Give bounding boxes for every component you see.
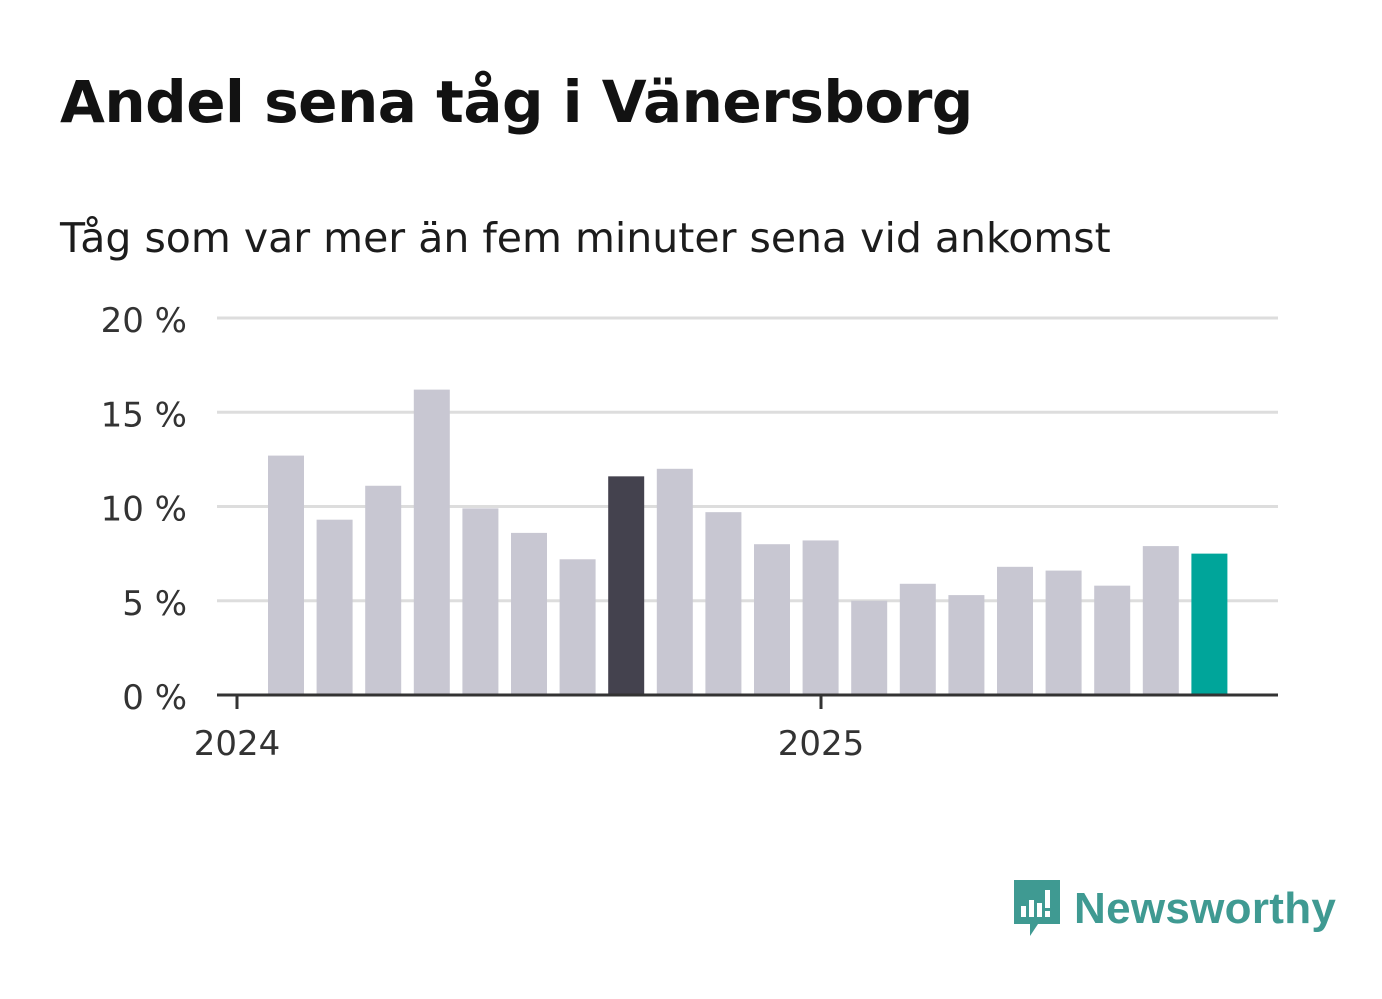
bar-2025-08	[1191, 553, 1228, 695]
brand-name: Newsworthy	[1074, 884, 1337, 933]
bar-2024-09	[656, 468, 693, 695]
bar-2024-01	[268, 455, 304, 695]
bar-2024-10	[705, 512, 742, 695]
chart-subtitle: Tåg som var mer än fem minuter sena vid …	[60, 214, 1111, 262]
bar-2024-07	[559, 559, 596, 695]
bar-2024-11	[754, 544, 790, 695]
y-tick-label: 20 %	[101, 301, 187, 341]
bar-2025-01	[851, 600, 888, 695]
bar-2024-06	[511, 532, 547, 695]
bar-2024-04	[413, 389, 450, 695]
bar-2024-08	[608, 476, 645, 695]
y-tick-label: 10 %	[101, 490, 187, 530]
bar-2025-04	[997, 566, 1033, 695]
chart-title: Andel sena tåg i Vänersborg	[60, 68, 973, 136]
bar-2025-06	[1094, 585, 1131, 695]
newsworthy-logo-icon	[1014, 880, 1060, 936]
bar-2024-12	[802, 540, 839, 695]
y-tick-label: 0 %	[122, 678, 187, 718]
bar-2024-05	[462, 508, 499, 695]
y-tick-label: 5 %	[122, 584, 187, 624]
bar-2024-03	[365, 485, 402, 695]
bar-2025-05	[1045, 570, 1082, 695]
y-tick-labels: 0 % 5 % 10 % 15 % 20 %	[101, 301, 187, 718]
bar-2025-07	[1142, 546, 1179, 695]
brand-logo: Newsworthy	[1010, 878, 1336, 940]
x-tick-labels: 2024 2025	[194, 724, 865, 764]
bar-2025-02	[899, 583, 936, 695]
x-axis	[217, 693, 1278, 709]
bars	[268, 389, 1228, 695]
bar-2025-03	[948, 595, 985, 695]
bar-2024-02	[316, 519, 353, 695]
x-tick-label: 2024	[194, 724, 281, 764]
x-tick-label: 2025	[778, 724, 865, 764]
y-tick-label: 15 %	[101, 395, 187, 435]
